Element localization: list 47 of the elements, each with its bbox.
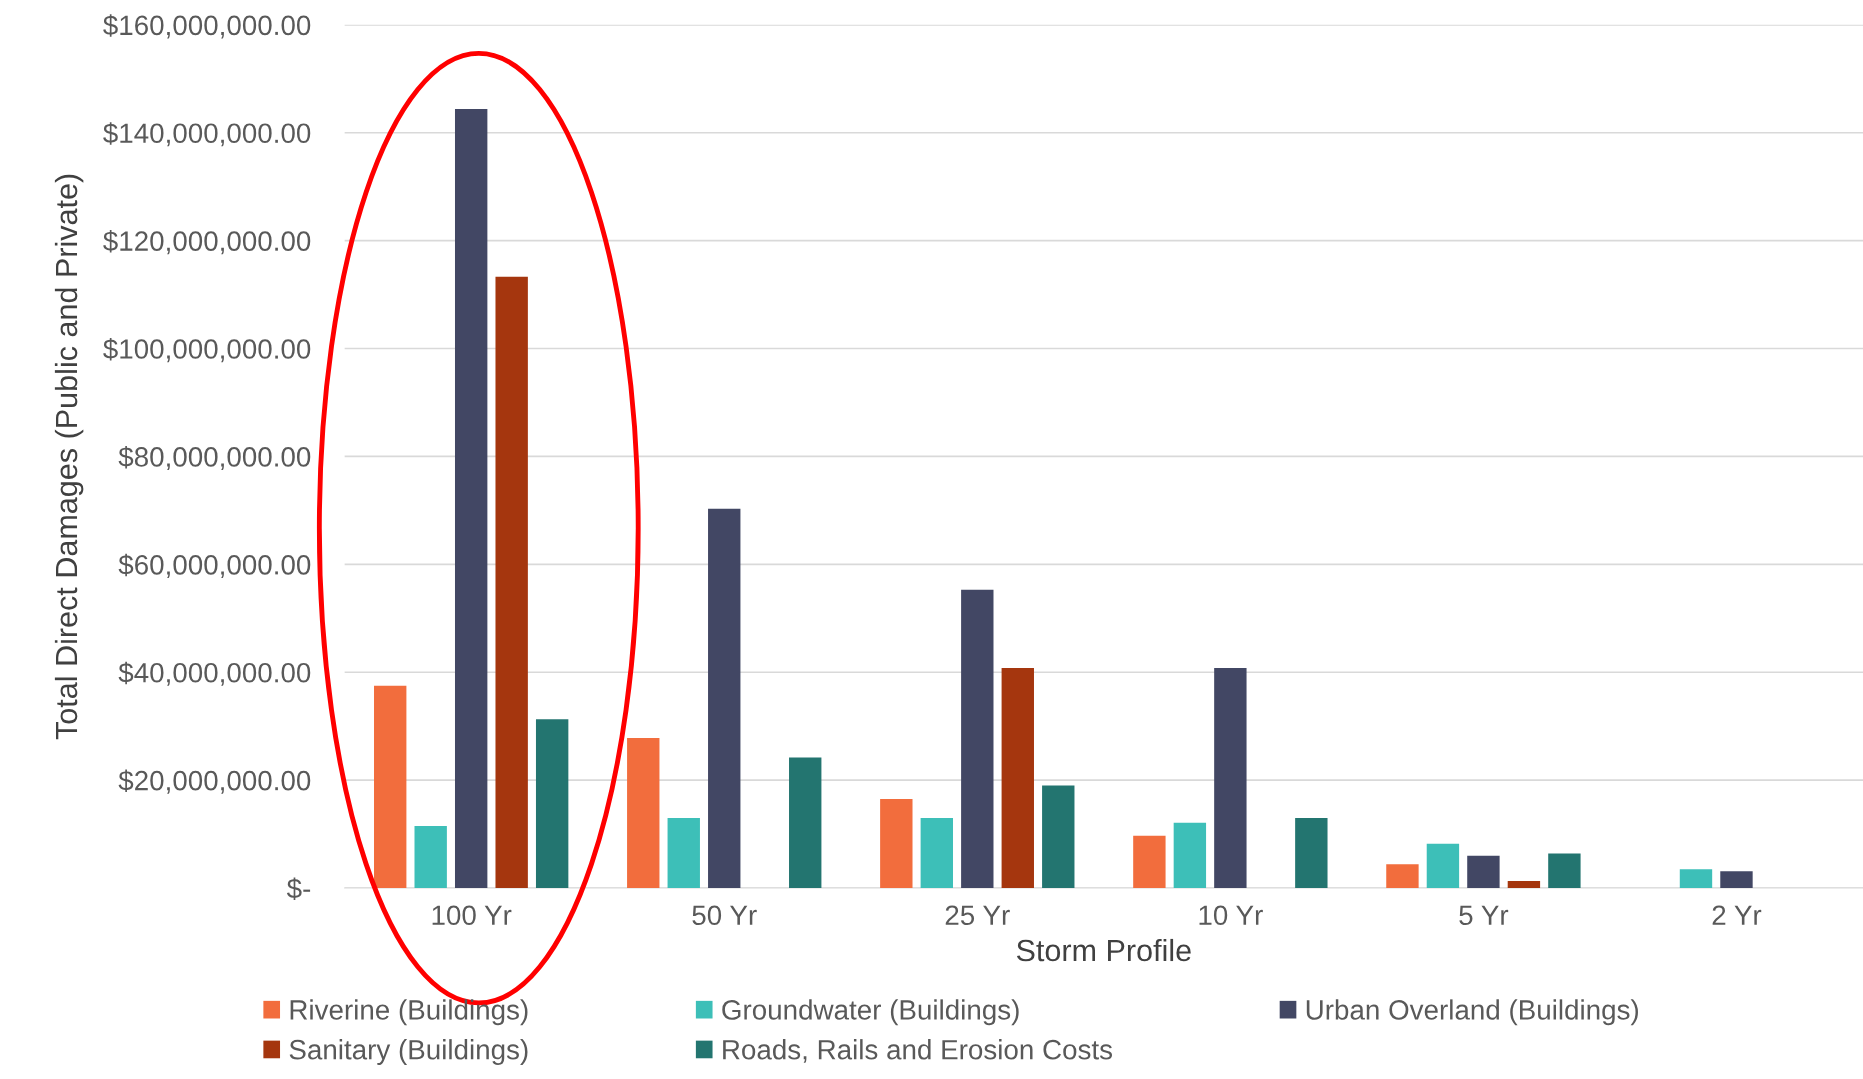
- bar: [454, 108, 488, 889]
- x-tick-label: 50 Yr: [692, 905, 757, 926]
- bar: [789, 757, 822, 889]
- bar: [920, 817, 954, 889]
- bar: [374, 685, 407, 889]
- x-tick-label: 2 Yr: [1712, 905, 1762, 925]
- bar: [1426, 843, 1460, 889]
- y-tick-label: $60,000,000.00: [118, 553, 311, 578]
- y-tick-label: $80,000,000.00: [118, 445, 311, 471]
- x-tick-label: 10 Yr: [1199, 905, 1263, 926]
- y-tick-label: $20,000,000.00: [118, 769, 311, 794]
- bar: [1679, 869, 1713, 889]
- bar: [1042, 785, 1075, 889]
- bar: [1386, 864, 1419, 889]
- legend-label: Riverine (Buildings): [290, 999, 528, 1026]
- x-tick-label: 5 Yr: [1459, 905, 1509, 926]
- y-tick-label: $100,000,000.00: [103, 338, 311, 363]
- bar: [1173, 822, 1207, 889]
- y-axis-title: Total Direct Damages (Public and Private): [54, 174, 84, 740]
- bar: [1295, 817, 1328, 889]
- bar: [1548, 853, 1581, 889]
- y-tick-label: $120,000,000.00: [103, 230, 311, 255]
- bar: [414, 825, 447, 889]
- legend-label: Roads, Rails and Erosion Costs: [723, 1039, 1113, 1063]
- bar: [495, 276, 528, 889]
- bar: [961, 589, 994, 889]
- legend-label: Urban Overland (Buildings): [1306, 999, 1638, 1026]
- bar: [1467, 855, 1500, 889]
- x-tick-label: 25 Yr: [945, 905, 1010, 926]
- bar: [1507, 881, 1541, 889]
- bar: [708, 508, 741, 889]
- bar: [535, 719, 569, 889]
- legend-label: Groundwater (Buildings): [722, 999, 1019, 1026]
- bar: [667, 817, 700, 889]
- bar: [1133, 835, 1166, 889]
- legend-label: Sanitary (Buildings): [289, 1039, 528, 1066]
- x-axis-title: Storm Profile: [1016, 938, 1191, 962]
- y-tick-label: $140,000,000.00: [103, 122, 311, 147]
- x-tick-label: 100 Yr: [432, 905, 512, 926]
- y-tick-label: $160,000,000.00: [103, 14, 311, 39]
- bar: [1214, 667, 1247, 889]
- bar: [1001, 667, 1034, 889]
- bar: [880, 799, 913, 889]
- y-tick-label: $-: [286, 877, 311, 901]
- y-tick-label: $40,000,000.00: [118, 661, 311, 686]
- bar: [1720, 871, 1753, 889]
- bar: [627, 738, 660, 889]
